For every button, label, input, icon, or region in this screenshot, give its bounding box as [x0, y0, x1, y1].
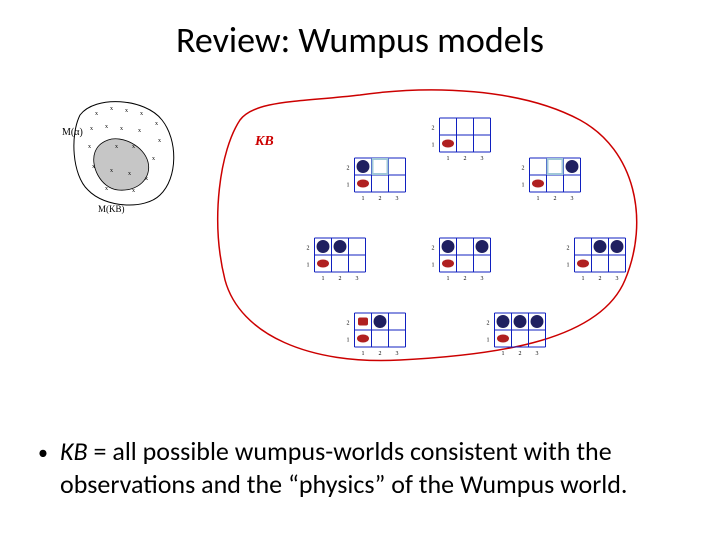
svg-text:2: 2 — [554, 196, 557, 202]
svg-text:2: 2 — [379, 351, 382, 357]
svg-text:2: 2 — [522, 166, 525, 172]
bullet-rest: = all possible wumpus-worlds consistent … — [60, 435, 627, 500]
svg-text:x: x — [145, 176, 148, 182]
wumpus-models-figure: M(α) M(KB) x x x x x x x x x x x x x x x x x x x x KB 1 2 3 1 2 1 2 3 1… — [60, 80, 660, 370]
svg-text:1: 1 — [567, 263, 570, 269]
svg-text:x: x — [138, 128, 141, 134]
svg-text:x: x — [140, 111, 143, 117]
svg-text:1: 1 — [487, 338, 490, 344]
svg-text:2: 2 — [347, 166, 350, 172]
svg-text:x: x — [155, 121, 158, 127]
svg-text:x: x — [90, 126, 93, 132]
svg-text:1: 1 — [447, 276, 450, 282]
svg-text:x: x — [120, 126, 123, 132]
svg-text:1: 1 — [502, 351, 505, 357]
svg-text:3: 3 — [396, 196, 399, 202]
svg-text:2: 2 — [599, 276, 602, 282]
svg-text:3: 3 — [536, 351, 539, 357]
svg-text:2: 2 — [487, 321, 490, 327]
svg-text:2: 2 — [519, 351, 522, 357]
svg-text:x: x — [158, 138, 161, 144]
svg-text:3: 3 — [616, 276, 619, 282]
svg-text:x: x — [105, 186, 108, 192]
svg-text:KB: KB — [254, 134, 274, 149]
svg-text:2: 2 — [347, 321, 350, 327]
slide-title: Review: Wumpus models — [0, 18, 720, 62]
svg-text:1: 1 — [362, 351, 365, 357]
svg-text:1: 1 — [347, 338, 350, 344]
svg-text:x: x — [88, 144, 91, 150]
svg-text:x: x — [115, 144, 118, 150]
svg-text:1: 1 — [432, 143, 435, 149]
svg-text:2: 2 — [464, 156, 467, 162]
svg-text:x: x — [105, 124, 108, 130]
svg-text:1: 1 — [307, 263, 310, 269]
svg-text:x: x — [132, 144, 135, 150]
svg-text:x: x — [110, 106, 113, 112]
svg-text:1: 1 — [322, 276, 325, 282]
svg-text:1: 1 — [582, 276, 585, 282]
bullet-item: • KB = all possible wumpus-worlds consis… — [60, 435, 660, 500]
svg-text:1: 1 — [432, 263, 435, 269]
svg-text:x: x — [110, 168, 113, 174]
svg-text:1: 1 — [362, 196, 365, 202]
svg-text:2: 2 — [432, 126, 435, 132]
svg-text:1: 1 — [447, 156, 450, 162]
svg-text:3: 3 — [481, 276, 484, 282]
svg-text:3: 3 — [481, 156, 484, 162]
svg-text:M(KB): M(KB) — [98, 204, 125, 214]
svg-text:1: 1 — [537, 196, 540, 202]
svg-text:3: 3 — [356, 276, 359, 282]
svg-text:3: 3 — [396, 351, 399, 357]
svg-text:3: 3 — [571, 196, 574, 202]
svg-text:x: x — [95, 111, 98, 117]
svg-text:1: 1 — [522, 183, 525, 189]
bullet-marker: • — [38, 441, 48, 466]
svg-text:2: 2 — [339, 276, 342, 282]
svg-text:x: x — [128, 171, 131, 177]
svg-text:2: 2 — [432, 246, 435, 252]
svg-text:x: x — [152, 156, 155, 162]
svg-text:M(α): M(α) — [62, 127, 83, 138]
bullet-kb: KB — [60, 435, 88, 467]
figure-svg: M(α) M(KB) x x x x x x x x x x x x x x x x x x x x KB 1 2 3 1 2 1 2 3 1… — [60, 80, 660, 370]
svg-text:2: 2 — [567, 246, 570, 252]
svg-text:2: 2 — [307, 246, 310, 252]
svg-text:1: 1 — [347, 183, 350, 189]
svg-text:x: x — [132, 188, 135, 194]
svg-text:x: x — [125, 108, 128, 114]
svg-text:2: 2 — [379, 196, 382, 202]
svg-text:x: x — [92, 164, 95, 170]
svg-text:2: 2 — [464, 276, 467, 282]
